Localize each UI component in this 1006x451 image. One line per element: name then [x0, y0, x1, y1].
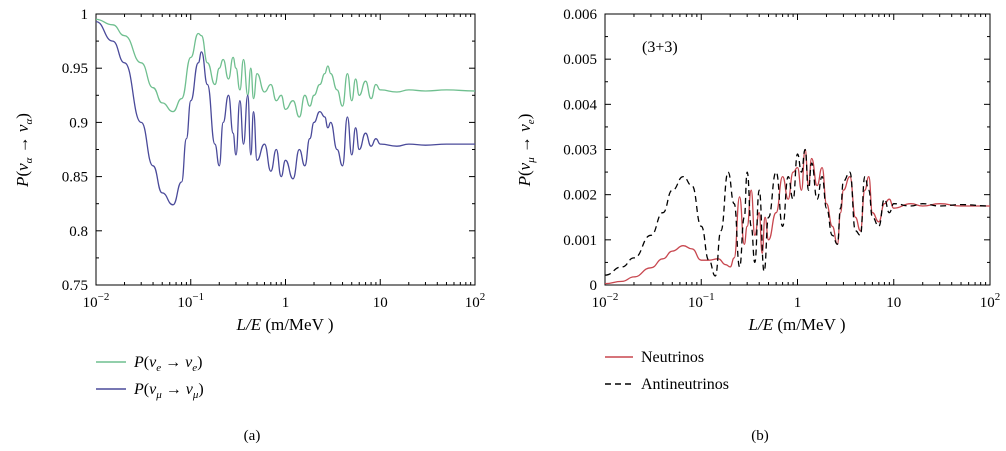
- panel-a-legend: P(νe → νe) P(νμ → νμ): [96, 354, 204, 401]
- panel-b-ticks: 10−2 10−1 1 10 102 0 0.001 0.002 0.003 0.004 0.005…: [563, 7, 1000, 311]
- y-tick-label: 0.001: [563, 233, 597, 249]
- y-tick-label: 0.95: [62, 61, 88, 77]
- y-tick-label: 0.005: [563, 52, 597, 68]
- y-tick-label: 0.004: [563, 97, 597, 113]
- panel-b-annotation: (3+3): [642, 39, 678, 56]
- panel-a: 10−2 10−1 1 10 102 0.75 0.8 0.85 0.9 0.95 1 L/E (m…: [13, 7, 485, 444]
- y-tick-label: 0.75: [62, 278, 88, 294]
- panel-b-legend: Neutrinos Antineutrinos: [605, 349, 729, 393]
- panel-b-x-axis-label: L/E (m/MeV ): [748, 315, 846, 334]
- y-tick-label: 0.006: [563, 7, 597, 23]
- y-tick-label: 0.002: [563, 188, 597, 204]
- x-tick-label: 1: [794, 295, 802, 311]
- x-tick-label: 10−1: [177, 291, 204, 311]
- y-tick-label: 1: [81, 7, 89, 23]
- series-line-b-1: [604, 148, 991, 277]
- panel-b-y-axis-label: P(νμ → νe): [515, 114, 537, 188]
- series-line-a-1: [95, 20, 475, 206]
- panel-a-x-axis-label: L/E (m/MeV ): [236, 315, 334, 334]
- legend-label-neutrinos: Neutrinos: [641, 349, 704, 366]
- x-tick-label: 1: [282, 295, 290, 311]
- y-tick-label: 0.8: [69, 224, 88, 240]
- panel-a-series: [95, 18, 476, 206]
- series-line-a-0: [95, 18, 476, 118]
- x-tick-label: 10−2: [83, 291, 110, 311]
- y-tick-label: 0.9: [69, 115, 88, 131]
- series-line-b-0: [604, 148, 990, 285]
- panel-b-series: [604, 148, 991, 285]
- panel-b-caption: (b): [751, 428, 769, 444]
- panel-a-y-axis-label: P(να → να): [13, 113, 35, 188]
- panel-a-frame: [95, 13, 476, 286]
- x-tick-label: 10−1: [688, 291, 715, 311]
- legend-label-nue: P(νe → νe): [133, 354, 202, 374]
- y-tick-label: 0.85: [62, 170, 88, 186]
- panel-b: 10−2 10−1 1 10 102 0 0.001 0.002 0.003 0.004 0.005…: [515, 7, 1000, 444]
- panel-a-caption: (a): [244, 428, 261, 444]
- legend-label-numu: P(νμ → νμ): [133, 381, 204, 401]
- y-tick-label: 0.003: [563, 143, 597, 159]
- x-tick-label: 10: [373, 295, 388, 311]
- y-tick-label: 0: [590, 278, 598, 294]
- x-tick-label: 102: [980, 291, 1001, 311]
- panel-a-ticks: 10−2 10−1 1 10 102 0.75 0.8 0.85 0.9 0.95 1: [62, 7, 486, 311]
- legend-label-antineutrinos: Antineutrinos: [641, 376, 729, 393]
- x-tick-label: 10: [886, 295, 901, 311]
- x-tick-label: 102: [465, 291, 486, 311]
- x-tick-label: 10−2: [592, 291, 619, 311]
